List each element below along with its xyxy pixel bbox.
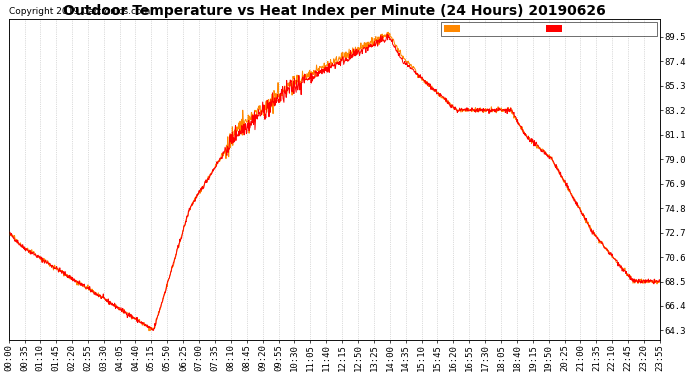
Text: Copyright 2019 Cartronics.com: Copyright 2019 Cartronics.com	[9, 7, 150, 16]
Legend: Heat Index  (°F), Temperature  (°F): Heat Index (°F), Temperature (°F)	[442, 22, 658, 36]
Title: Outdoor Temperature vs Heat Index per Minute (24 Hours) 20190626: Outdoor Temperature vs Heat Index per Mi…	[63, 4, 606, 18]
